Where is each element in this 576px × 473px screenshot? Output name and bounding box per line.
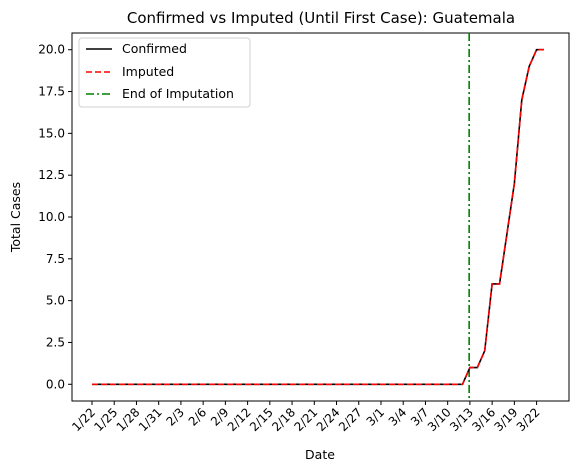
x-tick-label: 1/25 <box>91 405 120 434</box>
legend-label-confirmed: Confirmed <box>122 41 187 56</box>
series-line-imputed <box>92 48 544 386</box>
x-tick-label: 1/31 <box>136 405 165 434</box>
legend-label-imputed: Imputed <box>122 64 174 79</box>
x-tick-label: 2/18 <box>269 405 298 434</box>
x-tick-label: 2/15 <box>247 405 276 434</box>
x-axis-ticks: 1/221/251/281/312/32/62/92/122/152/182/2… <box>69 401 543 434</box>
x-tick-label: 3/4 <box>386 405 410 429</box>
y-axis-ticks: 0.0 2.5 5.0 7.5 10.0 12.5 15.0 17.5 20.0 <box>38 43 72 391</box>
legend-label-end-of-imputation: End of Imputation <box>122 86 234 101</box>
x-tick-label: 2/6 <box>186 405 210 429</box>
x-tick-label: 3/22 <box>514 405 543 434</box>
x-tick-label: 3/16 <box>469 405 498 434</box>
y-axis-label: Total Cases <box>8 182 23 253</box>
x-tick-label: 2/27 <box>336 405 365 434</box>
chart-title: Confirmed vs Imputed (Until First Case):… <box>127 9 515 27</box>
x-tick-label: 2/12 <box>225 405 254 434</box>
legend: Confirmed Imputed End of Imputation <box>78 37 251 108</box>
x-tick-label: 2/3 <box>163 405 187 429</box>
y-tick-label: 5.0 <box>46 294 65 308</box>
y-tick-label: 20.0 <box>38 43 65 57</box>
x-tick-label: 3/13 <box>447 405 476 434</box>
y-tick-label: 10.0 <box>38 210 65 224</box>
y-tick-label: 15.0 <box>38 126 65 140</box>
x-tick-label: 3/19 <box>492 405 521 434</box>
y-tick-label: 17.5 <box>38 85 65 99</box>
series-lines <box>92 33 544 401</box>
x-axis-label: Date <box>305 447 335 462</box>
x-tick-label: 1/28 <box>114 405 143 434</box>
y-tick-label: 0.0 <box>46 377 65 391</box>
y-tick-label: 7.5 <box>46 252 65 266</box>
x-tick-label: 3/1 <box>364 405 388 429</box>
x-tick-label: 1/22 <box>69 405 98 434</box>
y-tick-label: 2.5 <box>46 335 65 349</box>
x-tick-label: 3/10 <box>425 405 454 434</box>
legend-box <box>78 37 251 108</box>
y-tick-label: 12.5 <box>38 168 65 182</box>
x-tick-label: 2/24 <box>314 405 343 434</box>
x-tick-label: 2/21 <box>291 405 320 434</box>
